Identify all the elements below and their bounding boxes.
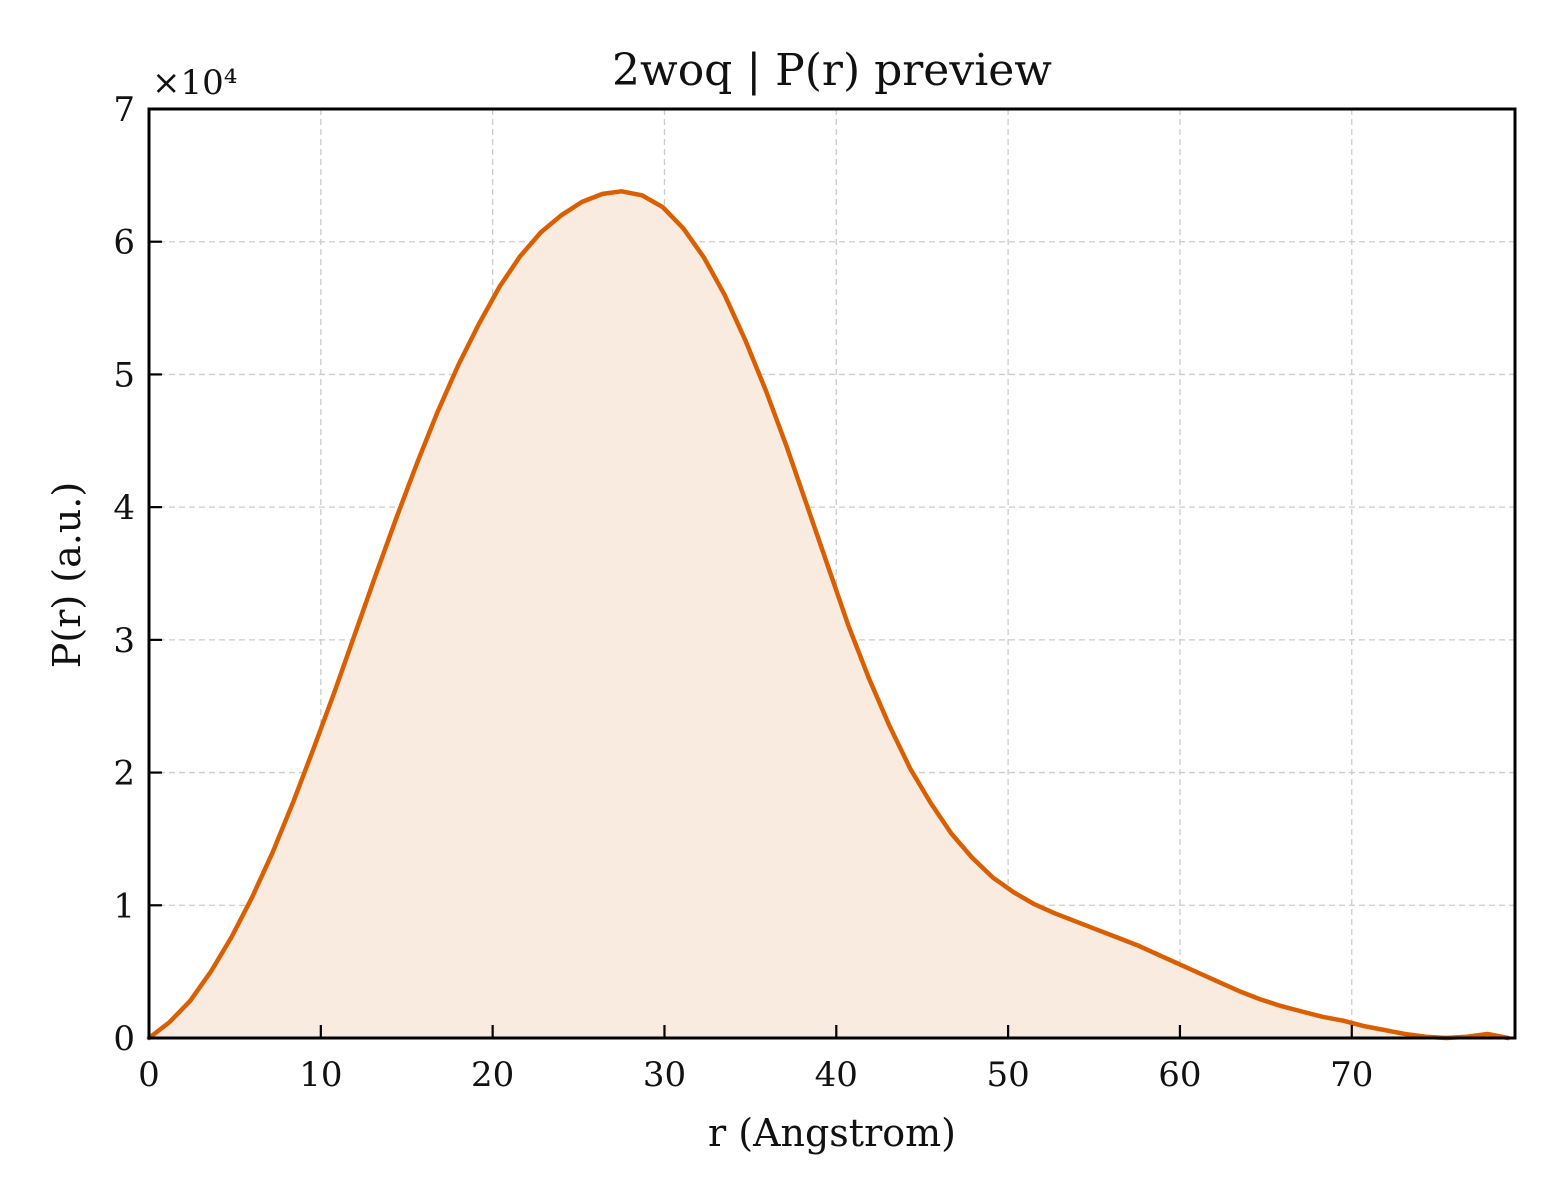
y-tick-label: 4 <box>113 488 135 528</box>
y-tick-label: 2 <box>113 754 135 794</box>
chart-title: 2woq | P(r) preview <box>612 45 1052 96</box>
x-tick-label: 70 <box>1330 1055 1373 1095</box>
y-tick-labels: 0 1 2 3 4 5 6 7 <box>113 90 135 1059</box>
x-tick-label: 0 <box>138 1055 160 1095</box>
y-tick-label: 7 <box>113 90 135 130</box>
axis-ticks <box>147 107 1353 1040</box>
series-area-fill <box>149 191 1509 1039</box>
x-tick-label: 40 <box>815 1055 858 1095</box>
line-layer <box>146 189 1511 1041</box>
x-tick-label: 60 <box>1158 1055 1201 1095</box>
series-line <box>146 189 1511 1041</box>
y-tick-label: 5 <box>113 355 135 395</box>
plot-frame <box>147 107 1517 1040</box>
y-tick-label: 3 <box>113 621 135 661</box>
y-tick-label: 6 <box>113 223 135 263</box>
y-tick-label: 0 <box>113 1019 135 1059</box>
x-tick-label: 20 <box>471 1055 514 1095</box>
y-axis-label: P(r) (a.u.) <box>45 482 89 668</box>
y-tick-label: 1 <box>113 886 135 926</box>
x-tick-label: 50 <box>986 1055 1029 1095</box>
x-tick-label: 10 <box>299 1055 342 1095</box>
area-layer <box>149 191 1509 1039</box>
x-tick-labels: 0 10 20 30 40 50 60 70 <box>138 1055 1373 1095</box>
y-multiplier-label: ×10⁴ <box>152 63 237 103</box>
x-axis-label: r (Angstrom) <box>708 1111 956 1155</box>
x-tick-label: 30 <box>643 1055 686 1095</box>
